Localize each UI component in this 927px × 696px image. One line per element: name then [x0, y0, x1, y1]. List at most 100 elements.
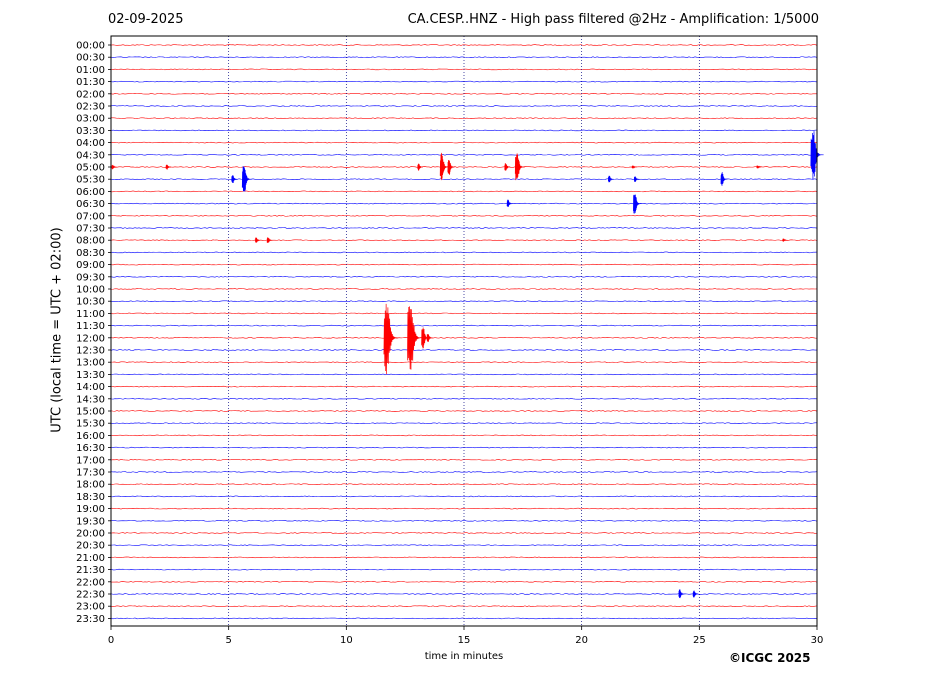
- trace-row-1030: [110, 300, 818, 302]
- event-0500-14.1: [439, 152, 449, 181]
- y-tick-label: 03:00: [76, 114, 105, 125]
- event-0500-2.4: [165, 164, 171, 170]
- y-tick-label: 15:30: [76, 419, 105, 430]
- y-tick-label: 21:00: [76, 553, 105, 564]
- event-0500-13.1: [417, 163, 423, 171]
- y-tick-label: 00:30: [76, 53, 105, 64]
- event-0800-6.2: [255, 237, 261, 243]
- event-2230-24.2: [678, 589, 685, 599]
- y-tick-label: 18:30: [76, 492, 105, 503]
- y-axis-label: UTC (local time = UTC + 02:00): [49, 227, 65, 433]
- y-tick-label: 03:30: [76, 126, 105, 137]
- trace-row-0330: [110, 129, 818, 132]
- event-0530-21.2: [608, 175, 614, 183]
- y-tick-label: 12:30: [76, 346, 105, 357]
- event-2230-24.8: [692, 590, 699, 598]
- x-tick-label: 0: [108, 635, 114, 646]
- event-0500-16.8: [504, 163, 511, 171]
- y-tick-label: 09:00: [76, 260, 105, 271]
- trace-row-1900: [110, 507, 818, 510]
- event-0500-27.5: [756, 165, 762, 169]
- trace-row-1400: [110, 385, 818, 388]
- trace-row-0000: [110, 44, 818, 46]
- y-tick-label: 14:30: [76, 394, 105, 405]
- event-0500-14.4: [447, 159, 455, 175]
- y-tick-label: 11:30: [76, 321, 105, 332]
- event-0530-5.7: [241, 166, 252, 192]
- y-tick-label: 20:00: [76, 529, 105, 540]
- y-tick-label: 16:30: [76, 443, 105, 454]
- y-tick-label: 14:00: [76, 382, 105, 393]
- y-tick-label: 10:30: [76, 297, 105, 308]
- event-0500-17.3: [514, 153, 525, 181]
- event-0800-28.6: [782, 238, 788, 242]
- x-axis-label: time in minutes: [424, 651, 504, 662]
- x-tick-label: 30: [811, 635, 824, 646]
- event-0530-22.3: [633, 176, 640, 182]
- y-tick-label: 05:00: [76, 163, 105, 174]
- trace-row-2000: [110, 532, 818, 534]
- event-1200-13.5: [426, 334, 433, 342]
- event-0530-5.2: [231, 175, 238, 183]
- trace-row-0400: [110, 141, 818, 144]
- y-tick-label: 19:00: [76, 504, 105, 515]
- y-tick-label: 20:30: [76, 541, 105, 552]
- y-tick-label: 17:00: [76, 455, 105, 466]
- trace-row-0600: [110, 190, 818, 193]
- event-0630-22.3: [633, 194, 642, 214]
- vertical-grid: [228, 36, 700, 626]
- y-tick-label: 08:00: [76, 236, 105, 247]
- trace-row-1200: [110, 336, 818, 339]
- trace-row-1300: [110, 361, 818, 363]
- y-tick-label: 23:30: [76, 614, 105, 625]
- trace-row-1130: [110, 324, 818, 327]
- y-tick-label: 06:00: [76, 187, 105, 198]
- y-tick-label: 04:00: [76, 138, 105, 149]
- y-tick-label: 22:30: [76, 590, 105, 601]
- y-tick-label: 06:30: [76, 199, 105, 210]
- y-tick-label: 08:30: [76, 248, 105, 259]
- y-tick-label: 22:00: [76, 577, 105, 588]
- y-tick-label: 04:30: [76, 150, 105, 161]
- trace-row-1230: [110, 349, 818, 351]
- trace-row-0430: [110, 154, 818, 156]
- y-tick-label: 13:30: [76, 370, 105, 381]
- y-tick-label: 15:00: [76, 407, 105, 418]
- event-0500-0.1: [111, 164, 117, 170]
- event-1200-12.8: [407, 306, 424, 370]
- y-tick-label: 19:30: [76, 516, 105, 527]
- y-tick-label: 10:00: [76, 285, 105, 296]
- y-tick-label: 07:00: [76, 211, 105, 222]
- trace-row-1830: [110, 495, 818, 498]
- event-0800-6.7: [266, 237, 273, 243]
- event-0500-22.2: [631, 165, 637, 169]
- y-tick-label: 16:00: [76, 431, 105, 442]
- y-tick-label: 17:30: [76, 468, 105, 479]
- trace-row-0200: [110, 93, 818, 95]
- copyright-label: ©ICGC 2025: [729, 651, 811, 665]
- y-tick-label: 02:00: [76, 89, 105, 100]
- x-tick-label: 5: [225, 635, 231, 646]
- trace-row-2130: [110, 568, 818, 571]
- seismic-events: [111, 131, 824, 599]
- x-tick-label: 25: [693, 635, 706, 646]
- trace-row-1800: [110, 483, 818, 485]
- trace-row-2100: [110, 556, 818, 559]
- trace-row-1700: [110, 459, 818, 461]
- trace-row-1000: [110, 288, 818, 290]
- y-tick-label: 02:30: [76, 102, 105, 113]
- y-tick-label: 05:30: [76, 175, 105, 186]
- date-label: 02-09-2025: [108, 12, 184, 27]
- y-tick-label: 11:00: [76, 309, 105, 320]
- y-tick-label: 21:30: [76, 565, 105, 576]
- y-tick-label: 23:00: [76, 602, 105, 613]
- trace-row-2030: [110, 544, 818, 546]
- event-0630-16.9: [506, 199, 513, 208]
- y-tick-label: 09:30: [76, 272, 105, 283]
- seismic-traces: [110, 44, 818, 620]
- trace-row-0630: [110, 202, 818, 205]
- trace-row-1930: [110, 520, 818, 522]
- trace-row-1330: [110, 373, 818, 376]
